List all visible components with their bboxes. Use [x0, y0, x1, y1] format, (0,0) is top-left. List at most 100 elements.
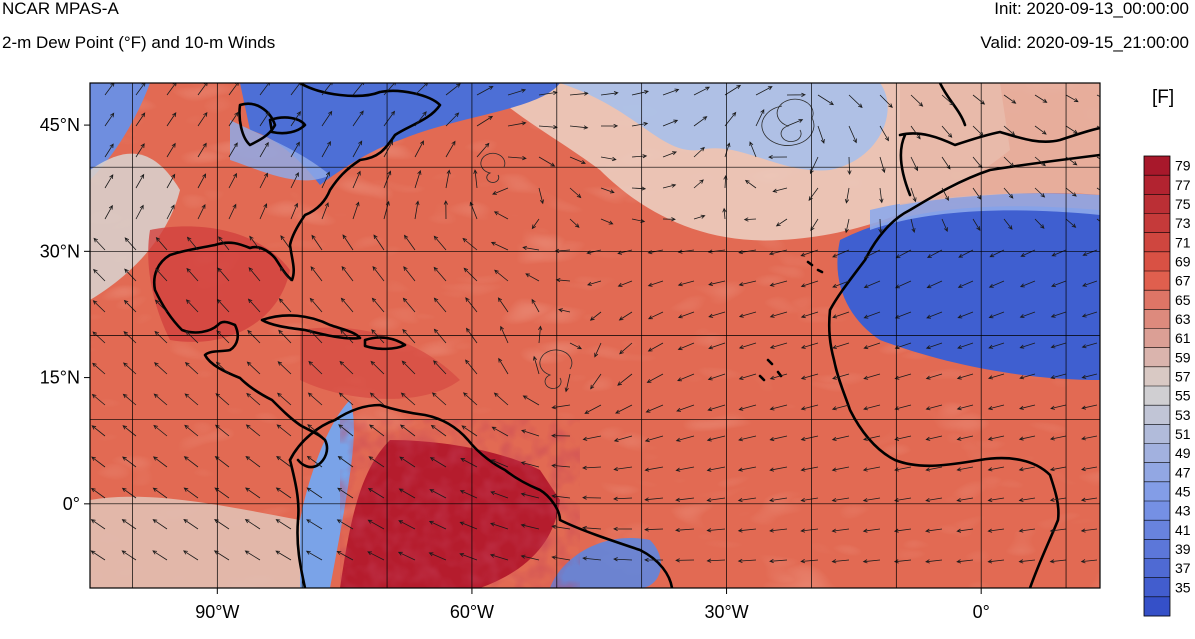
wind-arrow — [863, 311, 881, 319]
wind-arrow — [290, 111, 301, 127]
wind-arrow — [402, 297, 416, 313]
wind-arrow — [154, 330, 168, 344]
wind-arrow — [600, 123, 619, 129]
wind-arrow — [675, 497, 695, 502]
plains-neutral-region — [90, 153, 180, 300]
wind-arrow — [166, 142, 176, 158]
wind-arrow — [428, 520, 447, 530]
wind-arrow — [613, 526, 633, 531]
wind-arrow — [569, 125, 589, 130]
wind-arrow — [278, 298, 292, 313]
wind-arrow — [800, 249, 819, 257]
wind-arrow — [590, 373, 602, 390]
colorbar-label: 63 — [1175, 311, 1191, 327]
wind-arrow — [342, 234, 354, 251]
western-us-cool-region — [90, 83, 150, 180]
wind-arrow — [155, 236, 168, 251]
wind-arrow — [879, 156, 886, 174]
wind-arrow — [492, 187, 509, 195]
wind-arrow — [910, 125, 921, 140]
wind-arrow — [800, 404, 819, 411]
wind-arrow — [372, 265, 385, 282]
wind-arrow — [675, 466, 695, 472]
wind-arrow — [600, 218, 614, 225]
wind-arrow — [1050, 311, 1067, 318]
wind-arrow — [879, 187, 884, 204]
wind-arrow — [184, 361, 199, 375]
wind-arrow — [186, 267, 199, 282]
wind-arrow — [465, 297, 478, 313]
wind-arrow — [278, 329, 292, 344]
wind-arrow — [743, 217, 757, 222]
wind-arrow — [461, 425, 478, 437]
colorbar-label: 45 — [1175, 483, 1191, 499]
wind-arrow — [894, 435, 912, 441]
wind-arrow — [402, 328, 416, 344]
wind-arrow — [491, 426, 509, 437]
circulation-swirls — [480, 98, 815, 389]
wind-arrow — [166, 204, 175, 220]
wind-arrow — [228, 203, 237, 220]
wind-arrow — [186, 236, 199, 251]
wind-arrow — [862, 528, 881, 533]
wind-arrow — [551, 555, 571, 561]
colorbar-label: 79 — [1175, 158, 1191, 174]
wind-arrow — [1065, 187, 1077, 197]
init-time: Init: 2020-09-13_00:00:00 — [994, 0, 1189, 18]
wind-arrow — [476, 85, 494, 96]
wind-arrow — [104, 204, 113, 220]
wind-arrow — [341, 265, 354, 282]
wind-arrow — [613, 557, 633, 562]
wind-arrow — [433, 235, 447, 251]
wind-arrow — [613, 435, 633, 442]
sahara-dry-fringe — [870, 193, 1100, 230]
wind-arrow — [1051, 249, 1067, 257]
wind-arrow — [520, 523, 540, 530]
wind-arrow — [399, 424, 416, 437]
wind-arrow — [90, 550, 106, 561]
wind-arrow — [339, 360, 354, 375]
wind-arrow — [768, 154, 788, 160]
wind-arrow — [1082, 280, 1098, 287]
wind-arrow — [769, 466, 788, 472]
wind-arrow — [490, 241, 509, 251]
subtropical-vortex — [480, 152, 506, 183]
colorbar-swatch — [1144, 462, 1170, 483]
wind-arrow — [92, 331, 106, 344]
wind-arrow — [337, 487, 354, 499]
wind-arrow — [769, 404, 788, 411]
wind-arrow — [956, 435, 974, 441]
wind-arrow — [154, 362, 168, 375]
wind-arrow — [520, 461, 540, 468]
wind-arrow — [619, 342, 633, 355]
wind-arrow — [122, 456, 137, 468]
wind-arrow — [399, 456, 416, 468]
wind-arrow — [817, 94, 834, 106]
wind-arrow — [894, 466, 912, 472]
wind-arrow — [507, 88, 527, 96]
wind-arrow — [1034, 125, 1047, 135]
wind-arrow — [245, 455, 261, 468]
wind-arrow — [644, 557, 664, 562]
wind-arrow — [707, 373, 726, 381]
wind-arrow — [987, 466, 1005, 472]
wind-arrow — [987, 435, 1005, 441]
wind-arrow — [587, 280, 602, 286]
wind-arrow — [693, 214, 706, 220]
wind-arrow — [551, 524, 571, 530]
wind-arrow — [831, 497, 850, 503]
colorbar-swatch — [1144, 194, 1170, 214]
iberia-neutral-region — [900, 83, 1100, 205]
wind-arrow — [398, 488, 416, 499]
wind-arrow — [662, 183, 677, 189]
wind-arrow — [1081, 404, 1098, 410]
wind-arrow — [531, 218, 540, 230]
wind-arrow — [863, 280, 881, 289]
wind-arrow — [1050, 435, 1067, 441]
wind-arrow — [93, 237, 106, 251]
wind-arrow — [988, 373, 1005, 380]
wind-arrow — [894, 311, 912, 319]
wind-arrow — [279, 266, 292, 282]
wind-arrow — [988, 311, 1005, 319]
wind-arrow — [307, 424, 323, 437]
